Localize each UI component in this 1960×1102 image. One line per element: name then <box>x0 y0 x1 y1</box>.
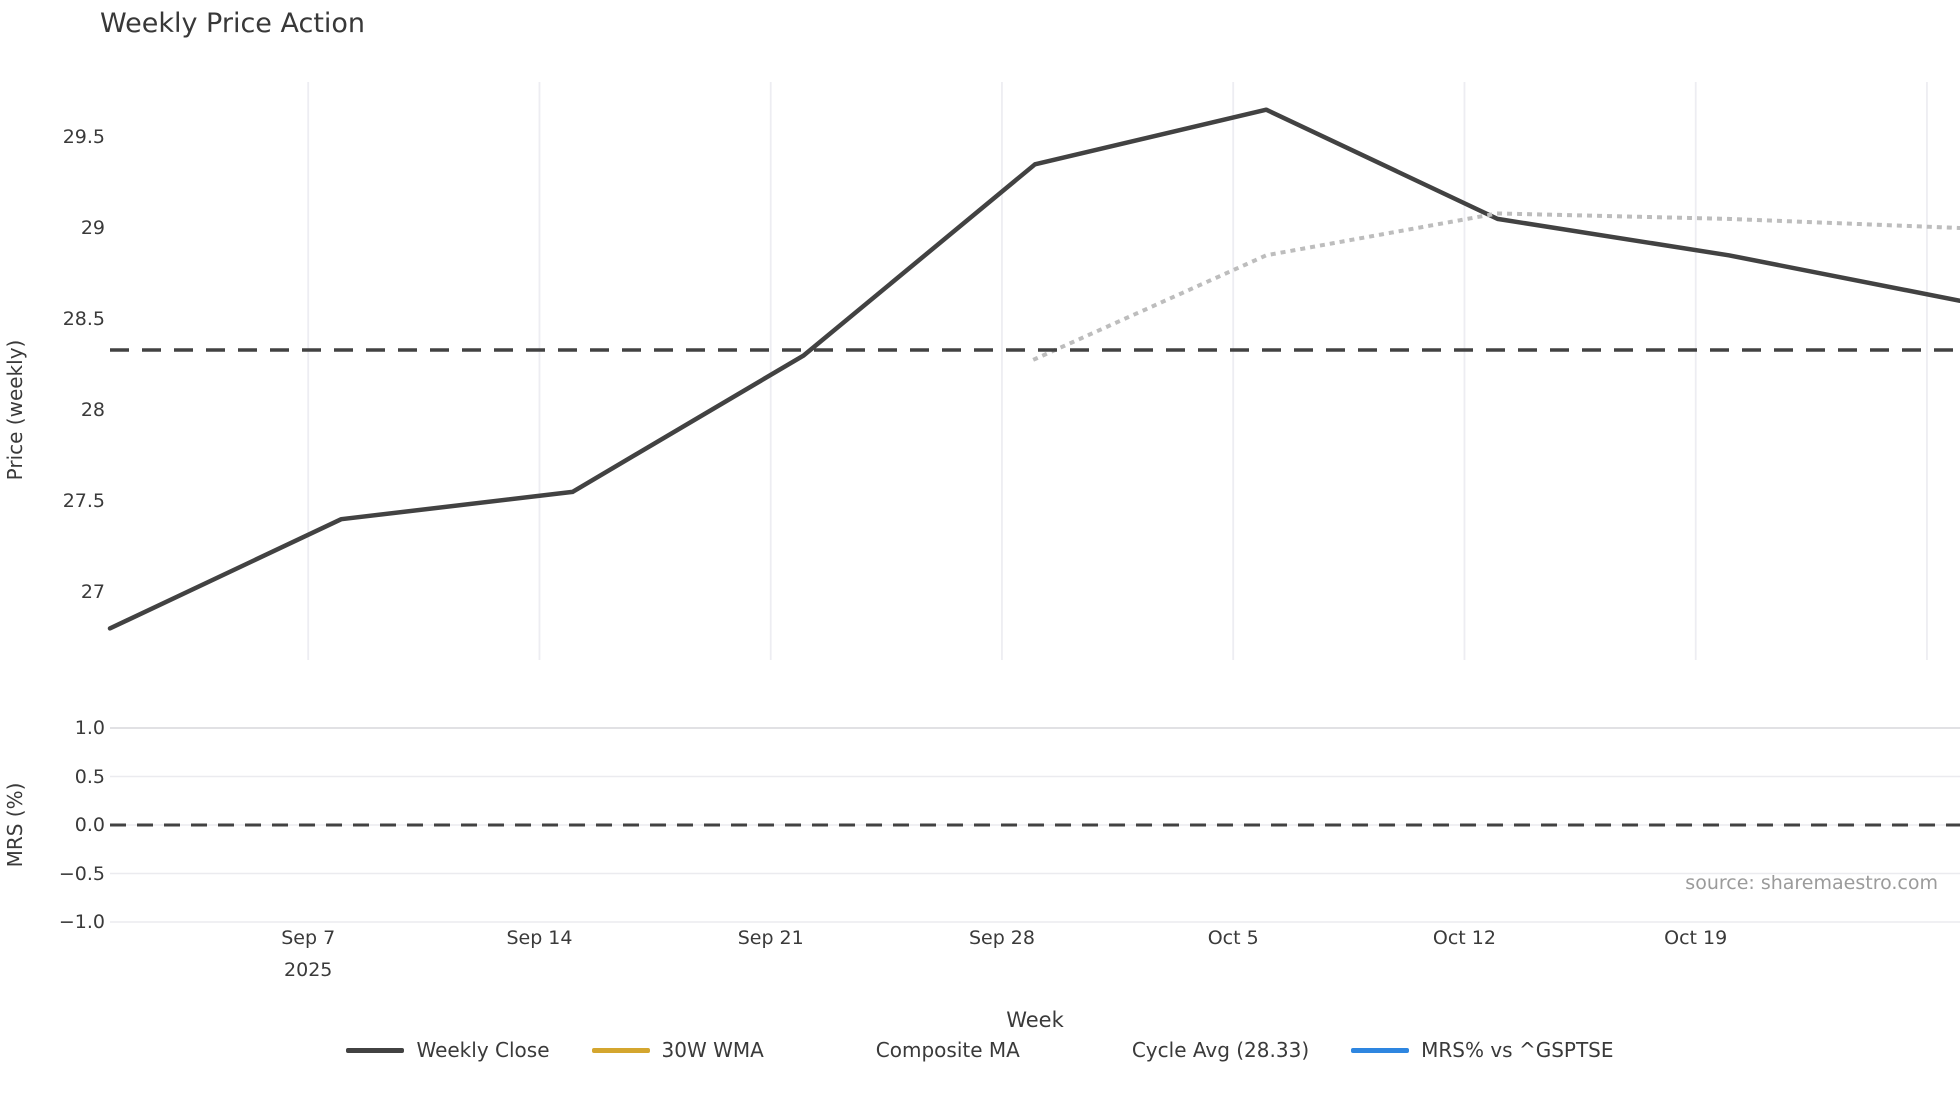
legend-label-weekly-close: Weekly Close <box>416 1038 550 1062</box>
x-tick-sep-14: Sep 14 <box>479 926 599 950</box>
legend-swatch-weekly-close <box>346 1047 405 1053</box>
x-tick-label: Sep 14 <box>506 927 573 949</box>
chart-legend: Weekly Close 30W WMA Composite MA Cycle Avg… <box>0 1038 1960 1062</box>
chart-title: Weekly Price Action <box>100 8 366 39</box>
x-tick-label: Sep 21 <box>737 927 804 949</box>
mrs-tick-0.5: 0.5 <box>74 765 105 788</box>
legend-label-cycle-avg-28-33: Cycle Avg (28.33) <box>1131 1038 1310 1062</box>
x-axis-label: Week <box>1006 1008 1064 1032</box>
mrs-tick--0.5: −0.5 <box>58 862 105 885</box>
x-tick-sublabel: 2025 <box>284 959 333 981</box>
legend-swatch-cycle-avg-28-33 <box>1062 1048 1120 1052</box>
x-tick-oct-19: Oct 19 <box>1636 926 1756 950</box>
x-tick-oct-12: Oct 12 <box>1404 926 1524 950</box>
price-tick-28: 28 <box>80 399 105 421</box>
mrs-tick--1: −1.0 <box>58 911 105 933</box>
mrs-tick-1: 1.0 <box>74 717 105 739</box>
price-tick-29: 29 <box>80 217 105 239</box>
source-note: source: sharemaestro.com <box>1685 872 1938 894</box>
x-tick-oct-5: Oct 5 <box>1173 926 1293 950</box>
price-tick-28.5: 28.5 <box>62 308 105 330</box>
legend-label-mrs-vs-gsptse: MRS% vs ^GSPTSE <box>1421 1038 1614 1062</box>
legend-item-composite-ma: Composite MA <box>806 1038 1020 1062</box>
legend-item-30w-wma: 30W WMA <box>591 1038 764 1062</box>
legend-item-mrs-vs-gsptse: MRS% vs ^GSPTSE <box>1351 1038 1614 1062</box>
x-tick-label: Sep 28 <box>968 927 1035 949</box>
x-tick-sep-7: Sep 7 2025 <box>248 926 368 982</box>
legend-item-cycle-avg-28-33: Cycle Avg (28.33) <box>1062 1038 1309 1062</box>
weekly-close-line <box>107 107 1960 631</box>
price-tick-27: 27 <box>80 581 105 603</box>
x-tick-label: Oct 19 <box>1664 927 1728 949</box>
legend-label-30w-wma: 30W WMA <box>661 1038 764 1062</box>
x-tick-label: Oct 12 <box>1432 927 1496 949</box>
legend-swatch-composite-ma <box>806 1048 864 1052</box>
x-tick-label: Sep 7 <box>281 927 336 949</box>
mrs-tick-0: 0.0 <box>74 814 105 836</box>
legend-swatch-30w-wma <box>591 1047 650 1053</box>
x-tick-sep-28: Sep 28 <box>942 926 1062 950</box>
legend-label-composite-ma: Composite MA <box>875 1038 1020 1062</box>
price-tick-27.5: 27.5 <box>62 490 105 512</box>
x-tick-sep-21: Sep 21 <box>711 926 831 950</box>
x-tick-label: Oct 5 <box>1207 927 1259 949</box>
composite-ma-line <box>1032 211 1960 362</box>
legend-item-weekly-close: Weekly Close <box>346 1038 550 1062</box>
price-tick-29.5: 29.5 <box>62 126 105 148</box>
legend-swatch-mrs-vs-gsptse <box>1351 1047 1410 1053</box>
